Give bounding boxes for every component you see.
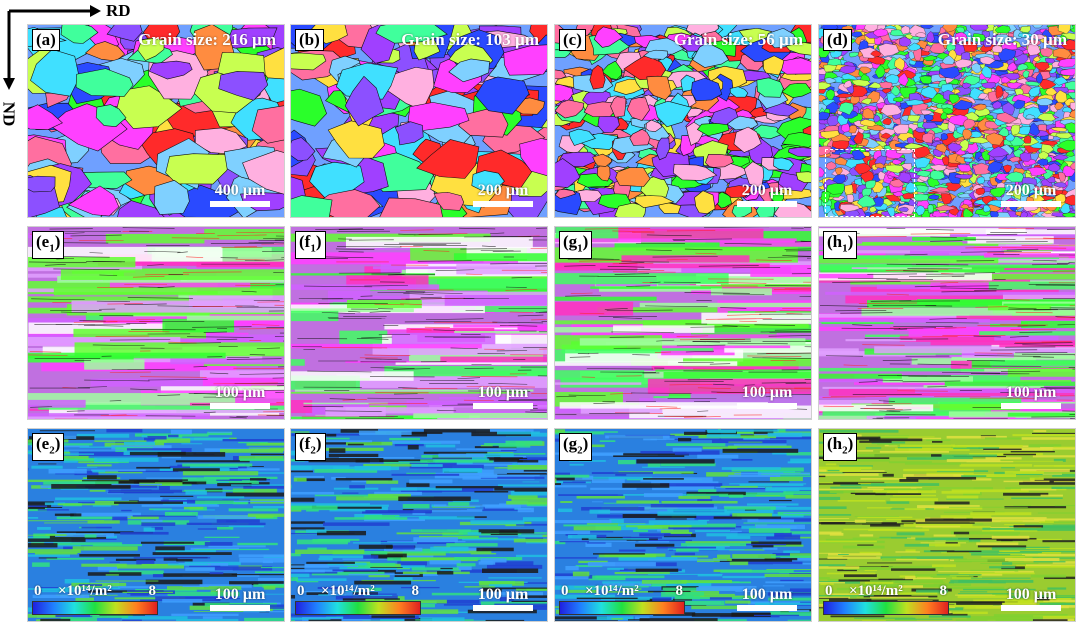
grain-size-label: Grain size: 30 µm	[937, 30, 1067, 49]
ebsd-ipf-panel-d: (d) Grain size: 30 µm 200 µm	[818, 24, 1076, 218]
ebsd-ipf-panel-e1: (e1) 100 µm	[27, 226, 285, 420]
grain-size-label: Grain size: 216 µm	[138, 30, 276, 49]
deformed-ipf-image	[555, 227, 811, 419]
panel-tag: (e2)	[32, 433, 65, 462]
grain-map-image	[291, 25, 547, 217]
grain-size-label: Grain size: 56 µm	[673, 30, 803, 49]
scale-bar: 100 µm	[473, 384, 533, 409]
grain-map-image	[555, 25, 811, 217]
colorbar-unit: ×10¹⁴/m²	[585, 583, 639, 599]
colorbar: 0 ×10¹⁴/m² 8	[32, 583, 158, 615]
panel-tag: (f1)	[295, 231, 326, 260]
colorbar-unit: ×10¹⁴/m²	[849, 583, 903, 599]
scale-bar: 100 µm	[737, 586, 797, 611]
scale-bar: 200 µm	[473, 182, 533, 207]
scale-bar: 100 µm	[210, 384, 270, 409]
colorbar-max: 8	[148, 583, 157, 599]
panel-tag: (h2)	[823, 433, 858, 462]
colorbar-min: 0	[34, 583, 42, 599]
dislocation-density-image	[291, 429, 547, 621]
scale-bar: 200 µm	[1001, 182, 1061, 207]
panel-tag: (g2)	[559, 433, 593, 462]
colorbar-min: 0	[561, 583, 569, 599]
panel-tag: (b)	[295, 29, 324, 51]
dislocation-density-image	[28, 429, 284, 621]
colorbar: 0 ×10¹⁴/m² 8	[559, 583, 685, 615]
grain-map-image	[819, 25, 1075, 217]
colorbar-min: 0	[297, 583, 305, 599]
colorbar-max: 8	[939, 583, 948, 599]
scale-bar: 100 µm	[210, 586, 270, 611]
kam-map-panel-f2: (f2) 0 ×10¹⁴/m² 8 100 µm	[290, 428, 548, 622]
panel-tag: (e1)	[32, 231, 65, 260]
kam-map-panel-h2: (h2) 0 ×10¹⁴/m² 8 100 µm	[818, 428, 1076, 622]
scale-bar: 100 µm	[473, 586, 533, 611]
ebsd-ipf-panel-c: (c) Grain size: 56 µm 200 µm	[554, 24, 812, 218]
kam-map-panel-g2: (g2) 0 ×10¹⁴/m² 8 100 µm	[554, 428, 812, 622]
ebsd-ipf-panel-h1: (h1) 100 µm	[818, 226, 1076, 420]
ebsd-ipf-panel-f1: (f1) 100 µm	[290, 226, 548, 420]
colorbar-unit: ×10¹⁴/m²	[321, 583, 375, 599]
inset-box	[825, 149, 915, 217]
deformed-ipf-image	[291, 227, 547, 419]
scale-bar: 100 µm	[1001, 586, 1061, 611]
deformed-ipf-image	[28, 227, 284, 419]
colorbar: 0 ×10¹⁴/m² 8	[295, 583, 421, 615]
deformed-ipf-image	[819, 227, 1075, 419]
panel-tag: (d)	[823, 29, 852, 51]
axis-arrows	[3, 5, 101, 90]
ebsd-ipf-panel-b: (b) Grain size: 103 µm 200 µm	[290, 24, 548, 218]
colorbar-unit: ×10¹⁴/m²	[58, 583, 112, 599]
nd-axis-label: ND	[0, 101, 19, 127]
panel-tag: (a)	[32, 29, 60, 51]
panel-tag: (f2)	[295, 433, 326, 462]
rd-axis-label: RD	[106, 1, 131, 20]
panel-tag: (c)	[559, 29, 586, 51]
panel-tag: (h1)	[823, 231, 858, 260]
ebsd-ipf-panel-g1: (g1) 100 µm	[554, 226, 812, 420]
scale-bar: 200 µm	[737, 182, 797, 207]
panel-tag: (g1)	[559, 231, 593, 260]
grain-map-image	[28, 25, 284, 217]
scale-bar: 100 µm	[1001, 384, 1061, 409]
colorbar-min: 0	[825, 583, 833, 599]
colorbar-max: 8	[411, 583, 420, 599]
colorbar: 0 ×10¹⁴/m² 8	[823, 583, 949, 615]
ebsd-ipf-panel-a: (a) Grain size: 216 µm 400 µm	[27, 24, 285, 218]
grain-size-label: Grain size: 103 µm	[401, 30, 539, 49]
colorbar-max: 8	[675, 583, 684, 599]
dislocation-density-image	[819, 429, 1075, 621]
scale-bar: 100 µm	[737, 384, 797, 409]
kam-map-panel-e2: (e2) 0 ×10¹⁴/m² 8 100 µm	[27, 428, 285, 622]
scale-bar: 400 µm	[210, 182, 270, 207]
